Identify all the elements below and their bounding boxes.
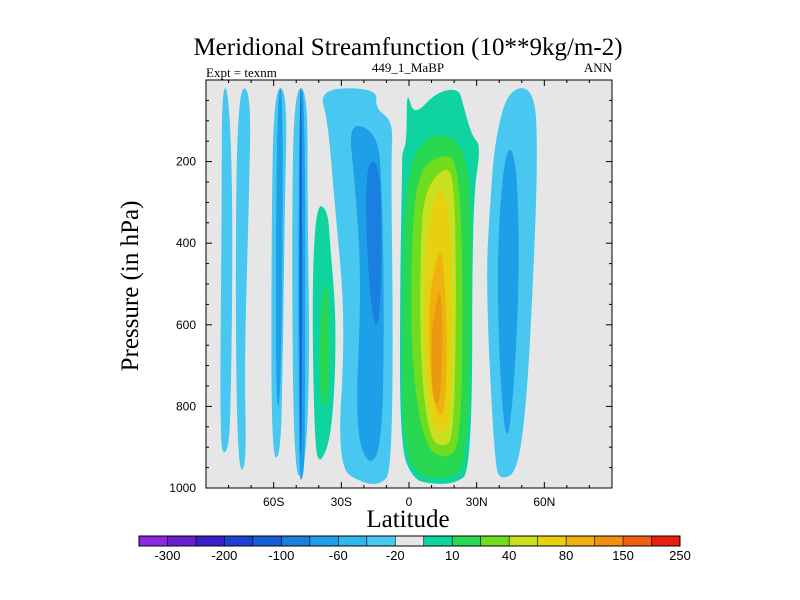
colorbar-swatch — [338, 536, 368, 546]
colorbar-label: -20 — [386, 548, 405, 563]
contour-south-green-inner — [319, 284, 330, 407]
y-tick-label: 800 — [176, 399, 196, 413]
y-tick-label: 600 — [176, 318, 196, 332]
contour-inner-blue-3 — [275, 88, 283, 407]
colorbar-swatch — [623, 536, 652, 546]
contour-outer-blue-1 — [220, 88, 233, 453]
colorbar-swatch — [224, 536, 254, 546]
y-axis-title: Pressure (in hPa) — [117, 201, 144, 372]
colorbar-swatch — [651, 536, 681, 546]
colorbar-swatch — [537, 536, 567, 546]
colorbar-label: -200 — [211, 548, 237, 563]
colorbar: -300 -200 -100 -60 -20 10 40 80 150 250 — [138, 535, 691, 563]
colorbar-swatch — [252, 536, 282, 546]
colorbar-swatch — [452, 536, 482, 546]
colorbar-swatch — [395, 536, 425, 546]
contour-northern-blue-inner — [497, 149, 519, 434]
x-tick-label: 60N — [533, 495, 555, 509]
contour-deep-orange — [431, 293, 443, 404]
period-label: 449_1_MaBP — [372, 60, 444, 75]
colorbar-swatch — [309, 536, 339, 546]
colorbar-swatch — [195, 536, 225, 546]
contour-big-blue-core — [366, 161, 382, 325]
colorbar-label: -100 — [268, 548, 294, 563]
experiment-label: Expt = texnm — [206, 65, 277, 80]
colorbar-label: 250 — [669, 548, 691, 563]
colorbar-frame — [138, 535, 681, 547]
x-tick-label: 60S — [263, 495, 284, 509]
colorbar-swatch — [366, 536, 396, 546]
colorbar-swatch — [281, 536, 311, 546]
colorbar-swatch — [509, 536, 539, 546]
colorbar-swatch — [566, 536, 595, 546]
y-tick-label: 200 — [176, 155, 196, 169]
plot-area — [205, 79, 613, 489]
contour-layer — [220, 88, 537, 484]
contour-outer-blue-2 — [235, 88, 251, 470]
colorbar-label: 10 — [445, 548, 459, 563]
colorbar-swatch — [594, 536, 624, 546]
colorbar-swatch — [423, 536, 453, 546]
colorbar-label: 40 — [502, 548, 516, 563]
colorbar-swatch — [139, 536, 168, 546]
colorbar-label: -300 — [154, 548, 180, 563]
x-axis-title: Latitude — [366, 506, 449, 533]
colorbar-label: -60 — [329, 548, 348, 563]
x-tick-label: 30N — [466, 495, 488, 509]
season-label: ANN — [584, 60, 613, 75]
chart-title: Meridional Streamfunction (10**9kg/m-2) — [193, 34, 622, 61]
y-tick-label: 400 — [176, 236, 196, 250]
contour-core-blue-4 — [299, 88, 302, 456]
colorbar-swatch — [167, 536, 197, 546]
colorbar-swatch — [480, 536, 510, 546]
y-tick-label: 1000 — [169, 481, 196, 495]
axis-layer: 60S 30S 0 30N 60N 200 400 600 800 1000 — [169, 80, 612, 509]
x-tick-label: 0 — [406, 495, 413, 509]
colorbar-label: 80 — [559, 548, 573, 563]
colorbar-label: 150 — [612, 548, 634, 563]
x-tick-label: 30S — [331, 495, 352, 509]
